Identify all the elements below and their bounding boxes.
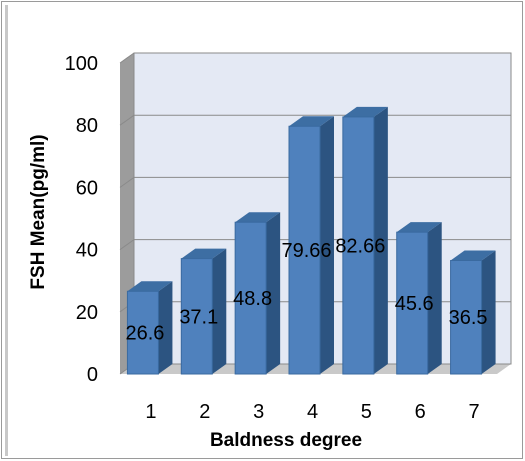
bar-front [396,231,429,375]
y-tick-label: 40 [76,240,98,262]
bar-front [450,259,483,375]
bar-side [481,250,496,374]
y-axis-ticks: 0 20 40 60 80 100 [65,53,98,386]
bar [126,281,173,375]
x-axis-label: Baldness degree [210,430,362,451]
bar-top [181,248,227,259]
x-tick-label: 4 [307,401,318,423]
bar-top [450,250,496,261]
bar-top [127,281,173,292]
y-tick-label: 100 [65,53,98,75]
bar-side [158,281,173,374]
x-tick-label: 3 [253,401,264,423]
y-tick-label: 0 [87,364,98,386]
x-tick-label: 6 [415,401,426,423]
y-tick-label: 80 [76,115,98,137]
bar-front [234,221,267,375]
bar [342,106,388,375]
bar [180,248,227,375]
bar-side [212,248,227,374]
data-label: 37.1 [179,306,218,328]
page-margin-line [5,5,8,456]
data-label: 79.66 [281,240,331,262]
bar-top [342,106,388,117]
bar-side [266,212,281,374]
gridline-side [119,52,135,64]
bar-front [180,258,213,375]
gridline-side [119,176,135,188]
bar-top [289,116,334,127]
bars [126,106,496,375]
gridline-side [119,239,135,251]
bar-side [320,116,334,375]
data-label: 36.5 [449,307,488,329]
bar [450,250,496,375]
bar [396,222,442,375]
bar-top [396,222,442,233]
gridline-side [119,114,135,126]
y-axis-label: FSH Mean(pg/ml) [28,134,49,289]
x-axis-ticks: 1 2 3 4 5 6 7 [145,401,479,423]
x-tick-label: 1 [145,401,156,423]
bar [288,116,334,375]
bar-front [126,290,159,375]
bar-top [235,212,281,223]
bar-side [373,106,388,374]
x-tick-label: 7 [469,401,480,423]
data-label: 45.6 [395,293,434,315]
data-label: 82.66 [335,235,385,257]
bar-side [427,222,442,374]
bar-front [288,125,321,375]
x-tick-label: 5 [361,401,372,423]
x-tick-label: 2 [199,401,210,423]
bar-front [342,116,375,375]
data-label: 48.8 [233,288,272,310]
bar [234,212,281,375]
y-tick-label: 20 [76,302,98,324]
y-tick-label: 60 [76,177,98,199]
data-label: 26.6 [125,323,164,345]
data-labels: 26.6 37.1 48.8 79.66 82.66 45.6 36.5 [125,235,487,344]
